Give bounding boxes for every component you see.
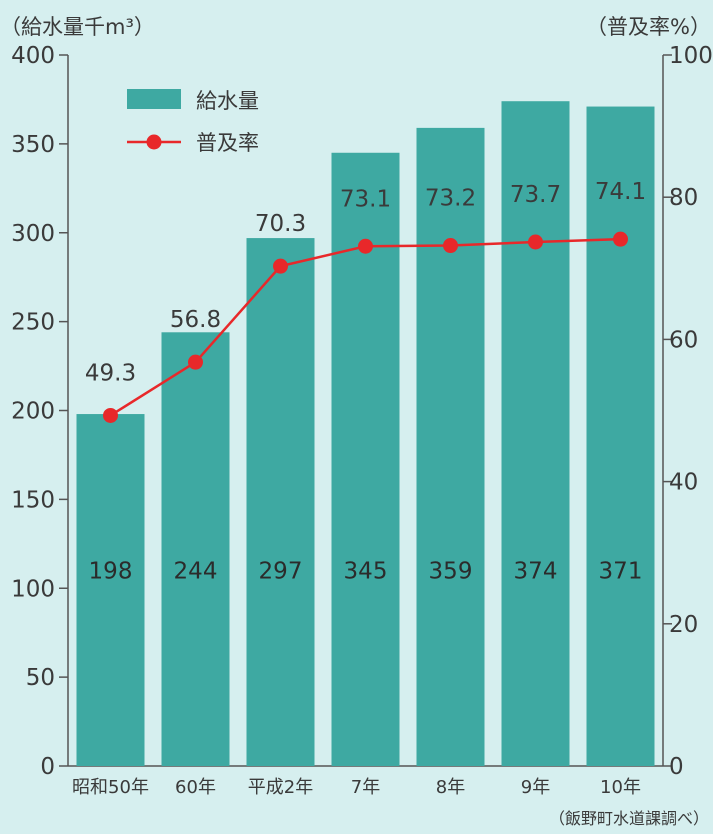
left-tick-label: 0 bbox=[40, 754, 55, 780]
axes-layer: 0 50 100 150 200 250 300 350 400 0 20 40 60 80 100 昭和50… bbox=[11, 43, 713, 798]
right-tick-label: 20 bbox=[669, 612, 698, 638]
rate-value-label: 73.7 bbox=[510, 182, 561, 208]
bar-value-label: 297 bbox=[259, 558, 303, 584]
right-tick-label: 80 bbox=[669, 185, 698, 211]
rate-value-label: 74.1 bbox=[595, 179, 646, 205]
x-tick-label: 10年 bbox=[600, 777, 641, 798]
left-tick-label: 150 bbox=[11, 487, 55, 513]
legend-bar-swatch bbox=[127, 89, 181, 109]
left-axis-title: （給水量千m³） bbox=[0, 15, 155, 39]
bar-value-label: 198 bbox=[89, 558, 133, 584]
right-tick-label: 40 bbox=[669, 470, 698, 496]
bar-value-label: 374 bbox=[514, 558, 558, 584]
left-tick-label: 200 bbox=[11, 399, 55, 425]
rate-point bbox=[613, 231, 628, 247]
rate-point bbox=[528, 234, 543, 250]
bar-value-label: 359 bbox=[429, 558, 473, 584]
left-tick-label: 250 bbox=[11, 310, 55, 336]
bar bbox=[586, 106, 655, 767]
left-tick-label: 350 bbox=[11, 132, 55, 158]
source-note: （飯野町水道課調べ） bbox=[549, 809, 709, 828]
bar bbox=[161, 332, 230, 766]
x-tick-label: 60年 bbox=[175, 777, 216, 798]
rate-value-label: 56.8 bbox=[170, 307, 221, 333]
left-tick-label: 400 bbox=[11, 43, 55, 69]
left-tick-label: 50 bbox=[26, 665, 55, 691]
rate-point bbox=[188, 354, 203, 370]
bar bbox=[416, 127, 485, 766]
x-tick-label: 昭和50年 bbox=[72, 777, 149, 798]
bar-value-label: 371 bbox=[599, 558, 643, 584]
bar-value-label: 244 bbox=[174, 558, 218, 584]
bar bbox=[501, 101, 570, 767]
rate-point bbox=[273, 258, 288, 274]
bar bbox=[246, 238, 315, 766]
rate-value-label: 73.1 bbox=[340, 186, 391, 212]
bar bbox=[331, 152, 400, 766]
left-tick-label: 100 bbox=[11, 576, 55, 602]
x-tick-label: 9年 bbox=[521, 777, 550, 798]
x-tick-label: 8年 bbox=[436, 777, 465, 798]
legend-bar-label: 給水量 bbox=[196, 89, 259, 113]
x-tick-label: 平成2年 bbox=[248, 777, 313, 798]
bar-value-label: 345 bbox=[344, 558, 388, 584]
bars-layer: 198 244 297 345 359 374 371 bbox=[76, 101, 655, 767]
left-tick-label: 300 bbox=[11, 221, 55, 247]
bar bbox=[76, 414, 145, 766]
x-tick-label: 7年 bbox=[351, 777, 380, 798]
rate-point bbox=[358, 238, 373, 254]
right-tick-label: 0 bbox=[669, 754, 684, 780]
right-axis-title: （普及率%） bbox=[586, 15, 711, 39]
right-tick-label: 60 bbox=[669, 327, 698, 353]
right-tick-label: 100 bbox=[669, 43, 713, 69]
rate-value-label: 73.2 bbox=[425, 186, 476, 212]
rate-point bbox=[103, 407, 118, 423]
rate-value-label: 70.3 bbox=[255, 211, 306, 237]
line-layer: 49.3 56.8 70.3 73.1 73.2 73.7 74.1 bbox=[85, 179, 646, 423]
rate-value-label: 49.3 bbox=[85, 360, 136, 386]
rate-point bbox=[443, 238, 458, 254]
legend-line-marker bbox=[146, 134, 162, 150]
legend-line-label: 普及率 bbox=[196, 131, 259, 155]
